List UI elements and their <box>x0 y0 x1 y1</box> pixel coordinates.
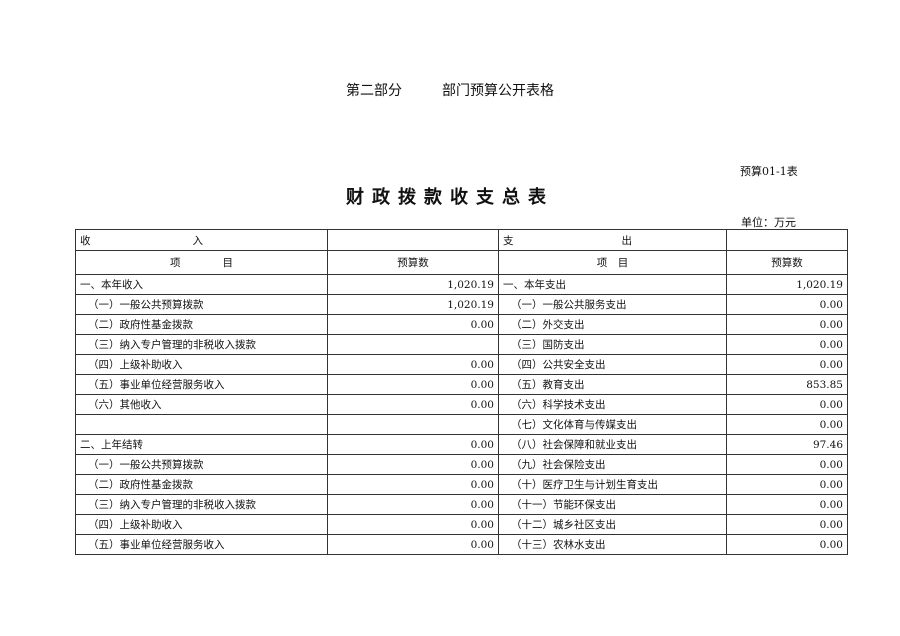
expense-item: （二）外交支出 <box>498 314 727 335</box>
income-amount: 0.00 <box>327 454 499 475</box>
expense-amount-header: 预算数 <box>726 250 848 275</box>
table-row: （三）纳入专户管理的非税收入拨款 （三）国防支出 0.00 <box>75 334 848 355</box>
form-number: 预算01-1表 <box>740 165 798 178</box>
income-amount: 1,020.19 <box>327 294 499 315</box>
budget-table: 收入 支出 项 目 预算数 项 目 预算数 一、本年收入 1,020.19 一、本年… <box>75 229 848 555</box>
income-item: （二）政府性基金拨款 <box>75 474 328 495</box>
table-row: （五）事业单位经营服务收入 0.00 （十三）农林水支出 0.00 <box>75 534 848 555</box>
part-title: 第二部分 部门预算公开表格 <box>0 80 900 100</box>
expense-item: （十）医疗卫生与计划生育支出 <box>498 474 727 495</box>
income-header-blank <box>327 229 499 251</box>
income-amount: 0.00 <box>327 494 499 515</box>
expense-amount: 97.46 <box>726 434 848 455</box>
income-amount <box>327 414 499 435</box>
income-amount: 1,020.19 <box>327 274 499 295</box>
expense-item: （四）公共安全支出 <box>498 354 727 375</box>
expense-item: （十三）农林水支出 <box>498 534 727 555</box>
income-item: （三）纳入专户管理的非税收入拨款 <box>75 334 328 355</box>
income-amount: 0.00 <box>327 534 499 555</box>
expense-amount: 853.85 <box>726 374 848 395</box>
expense-amount: 0.00 <box>726 494 848 515</box>
expense-amount: 0.00 <box>726 334 848 355</box>
table-row: （三）纳入专户管理的非税收入拨款 0.00 （十一）节能环保支出 0.00 <box>75 494 848 515</box>
expense-amount: 0.00 <box>726 534 848 555</box>
expense-amount: 0.00 <box>726 394 848 415</box>
income-item: （五）事业单位经营服务收入 <box>75 534 328 555</box>
income-item: （一）一般公共预算拨款 <box>75 454 328 475</box>
income-amount <box>327 334 499 355</box>
income-item-header: 项 目 <box>75 250 328 275</box>
table-row: 一、本年收入 1,020.19 一、本年支出 1,020.19 <box>75 274 848 295</box>
unit-label: 单位：万元 <box>741 216 796 229</box>
income-amount-header: 预算数 <box>327 250 499 275</box>
expense-item: 一、本年支出 <box>498 274 727 295</box>
expense-header: 支出 <box>498 229 727 251</box>
expense-item: （六）科学技术支出 <box>498 394 727 415</box>
income-header: 收入 <box>75 229 328 251</box>
table-row: 二、上年结转 0.00 （八）社会保障和就业支出 97.46 <box>75 434 848 455</box>
income-amount: 0.00 <box>327 474 499 495</box>
table-row: （一）一般公共预算拨款 1,020.19 （一）一般公共服务支出 0.00 <box>75 294 848 315</box>
expense-item-header: 项 目 <box>498 250 727 275</box>
page-title: 财政拨款收支总表 <box>346 187 554 208</box>
expense-item: （五）教育支出 <box>498 374 727 395</box>
income-item: 二、上年结转 <box>75 434 328 455</box>
table-row: （一）一般公共预算拨款 0.00 （九）社会保险支出 0.00 <box>75 454 848 475</box>
expense-amount: 0.00 <box>726 514 848 535</box>
income-item: （四）上级补助收入 <box>75 514 328 535</box>
income-amount: 0.00 <box>327 394 499 415</box>
income-item: 一、本年收入 <box>75 274 328 295</box>
expense-item: （一）一般公共服务支出 <box>498 294 727 315</box>
section-header-row: 收入 支出 <box>75 229 848 251</box>
expense-amount: 0.00 <box>726 294 848 315</box>
income-amount: 0.00 <box>327 314 499 335</box>
income-item: （三）纳入专户管理的非税收入拨款 <box>75 494 328 515</box>
table-row: （二）政府性基金拨款 0.00 （二）外交支出 0.00 <box>75 314 848 335</box>
expense-item: （八）社会保障和就业支出 <box>498 434 727 455</box>
income-item: （四）上级补助收入 <box>75 354 328 375</box>
income-item <box>75 414 328 435</box>
income-amount: 0.00 <box>327 434 499 455</box>
expense-item: （七）文化体育与传媒支出 <box>498 414 727 435</box>
expense-item: （十二）城乡社区支出 <box>498 514 727 535</box>
expense-item: （十一）节能环保支出 <box>498 494 727 515</box>
expense-amount: 0.00 <box>726 414 848 435</box>
expense-header-blank <box>726 229 848 251</box>
expense-item: （九）社会保险支出 <box>498 454 727 475</box>
income-item: （六）其他收入 <box>75 394 328 415</box>
column-header-row: 项 目 预算数 项 目 预算数 <box>75 250 848 275</box>
table-row: （六）其他收入 0.00 （六）科学技术支出 0.00 <box>75 394 848 415</box>
expense-amount: 0.00 <box>726 354 848 375</box>
income-amount: 0.00 <box>327 514 499 535</box>
part-number: 第二部分 <box>346 83 402 99</box>
income-amount: 0.00 <box>327 374 499 395</box>
table-row: （四）上级补助收入 0.00 （四）公共安全支出 0.00 <box>75 354 848 375</box>
expense-amount: 0.00 <box>726 454 848 475</box>
expense-amount: 1,020.19 <box>726 274 848 295</box>
expense-item: （三）国防支出 <box>498 334 727 355</box>
expense-amount: 0.00 <box>726 314 848 335</box>
part-name: 部门预算公开表格 <box>442 83 554 99</box>
table-row: （五）事业单位经营服务收入 0.00 （五）教育支出 853.85 <box>75 374 848 395</box>
income-amount: 0.00 <box>327 354 499 375</box>
expense-amount: 0.00 <box>726 474 848 495</box>
table-row: （七）文化体育与传媒支出 0.00 <box>75 414 848 435</box>
income-item: （一）一般公共预算拨款 <box>75 294 328 315</box>
table-row: （四）上级补助收入 0.00 （十二）城乡社区支出 0.00 <box>75 514 848 535</box>
income-item: （二）政府性基金拨款 <box>75 314 328 335</box>
table-row: （二）政府性基金拨款 0.00 （十）医疗卫生与计划生育支出 0.00 <box>75 474 848 495</box>
income-item: （五）事业单位经营服务收入 <box>75 374 328 395</box>
